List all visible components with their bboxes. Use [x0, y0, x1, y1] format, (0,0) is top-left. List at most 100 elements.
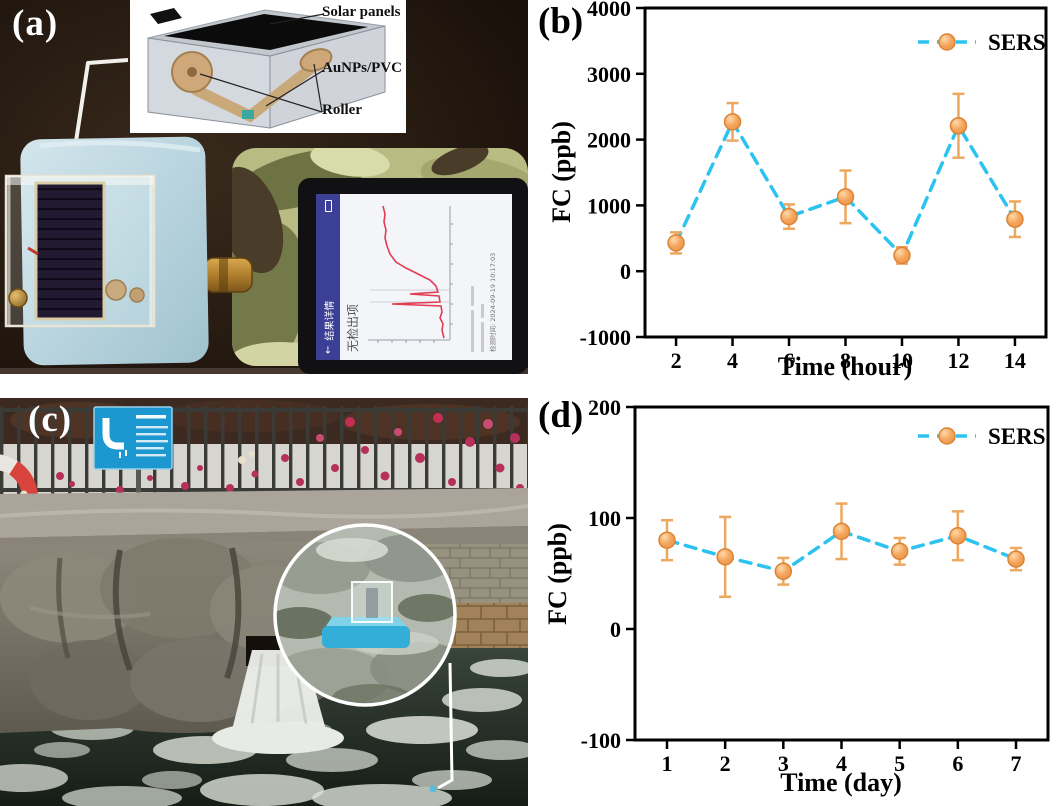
outfall-pipe-icon — [102, 418, 124, 450]
red-wire — [27, 246, 39, 256]
legend-marker — [938, 33, 956, 51]
y-tick-label: 3000 — [587, 62, 631, 87]
data-point — [890, 542, 909, 561]
sensor-acrylic-box — [351, 581, 393, 623]
x-tick-label: 4 — [727, 348, 738, 373]
x-tick-label: 6 — [952, 751, 963, 776]
y-tick-label: 1000 — [587, 193, 631, 218]
x-tick-label: 2 — [720, 751, 731, 776]
legend-label: SERS — [988, 424, 1046, 449]
label-line-roller-1 — [199, 73, 323, 113]
data-point — [716, 548, 734, 566]
phone-status-text: 无检出项 — [346, 303, 360, 352]
inset-label-roller: Roller — [322, 102, 362, 118]
inset-connector-line — [437, 662, 454, 790]
phone-spectrum-chart — [368, 205, 453, 343]
y-tick-label: 2000 — [587, 128, 631, 153]
sensor-panel — [366, 588, 378, 618]
sign-text-bar — [136, 454, 166, 457]
solar-panel — [34, 181, 106, 321]
x-tick-label: 4 — [836, 751, 847, 776]
inset-roller-small — [299, 48, 333, 72]
data-point — [832, 522, 851, 541]
y-tick-label: 100 — [588, 506, 621, 531]
railing-bottom-rail — [0, 488, 528, 492]
curb-highlight — [0, 504, 528, 519]
circle-inset-ring — [273, 523, 457, 707]
x-tick-label: 1 — [661, 751, 672, 776]
phone-result-info: 检测时间: 2024-09-19 10:17:03 — [467, 202, 498, 352]
back-icon[interactable]: ← — [322, 345, 334, 354]
panel-d-label: (d) — [538, 395, 584, 436]
x-tick-label: 12 — [947, 348, 969, 373]
phone-screen: ← 结果详情 无检出项 — [316, 194, 512, 360]
x-tick-label: 6 — [784, 348, 795, 373]
x-tick-label: 8 — [840, 348, 851, 373]
data-point — [949, 117, 968, 135]
inset-connector — [150, 8, 182, 24]
y-tick-label: 0 — [620, 259, 631, 284]
railing-top-rail — [0, 408, 528, 412]
x-tick-label: 2 — [671, 348, 682, 373]
plot-box — [633, 405, 1050, 742]
panel-b: (b) FC (ppb) Time (hour) -1000 0 1000 2000 3… — [530, 0, 1058, 388]
splash-foam — [212, 722, 344, 754]
sign-text-bar — [136, 447, 164, 450]
chart-b-x-axis-title: Time (hour) — [777, 352, 913, 381]
panel-a-label: (a) — [12, 3, 59, 44]
data-point — [949, 527, 967, 545]
brass-bolt — [8, 288, 28, 308]
sign-text-bar — [136, 440, 168, 443]
sign-text-bar — [136, 433, 166, 436]
floating-sensor — [322, 581, 410, 648]
roller-hub — [187, 67, 197, 77]
teal-clip — [242, 110, 254, 119]
phone-ui: ← 结果详情 无检出项 — [316, 194, 512, 360]
data-point — [1007, 550, 1025, 568]
inset-drawing — [147, 8, 386, 129]
y-tick-label: -100 — [581, 728, 621, 753]
phone-nav-bar: ← 结果详情 — [316, 194, 340, 360]
label-line-aunps — [265, 69, 325, 107]
sign-title-bar — [136, 415, 166, 419]
raman-spectrum-line — [382, 205, 445, 339]
chart-d-y-axis-title: FC (ppb) — [543, 523, 572, 625]
water-drops-icon — [119, 450, 127, 458]
panel-a: Solar panels AuNPs/PVC Roller ← 结果详情 无检出… — [0, 0, 528, 374]
y-tick-label: -1000 — [580, 325, 631, 350]
x-tick-label: 5 — [894, 751, 905, 776]
roller-small — [105, 279, 127, 301]
chart-d-plot: -100 0 100 200 1 2 3 4 5 6 7 SERS — [581, 395, 1050, 776]
probe-connector — [203, 257, 253, 293]
panel-c-label: (c) — [28, 399, 73, 440]
panel-b-label: (b) — [538, 1, 584, 42]
phone-timestamp: 检测时间: 2024-09-19 10:17:03 — [488, 252, 497, 352]
legend-marker — [938, 427, 956, 445]
x-tick-label: 10 — [891, 348, 913, 373]
inset-label-aunps-pvc: AuNPs/PVC — [322, 60, 403, 76]
battery-icon — [324, 200, 332, 212]
sign-text-bar — [136, 426, 168, 429]
legend-label: SERS — [988, 30, 1046, 55]
data-point — [836, 188, 855, 206]
table-edge — [0, 368, 528, 374]
x-tick-label: 7 — [1011, 751, 1022, 776]
data-point — [723, 113, 742, 131]
inset-pointer-line — [69, 58, 129, 175]
label-line-solar — [269, 13, 325, 25]
data-point — [893, 246, 911, 265]
sign-board — [93, 406, 173, 470]
roller-small-2 — [129, 287, 145, 303]
acrylic-box — [4, 174, 156, 328]
inset-label-solar-panels: Solar panels — [322, 4, 401, 20]
y-tick-label: 200 — [588, 395, 621, 420]
sensor-location-dot — [429, 785, 437, 793]
y-tick-label: 4000 — [587, 0, 631, 21]
outfall-sign — [93, 406, 173, 524]
data-point — [774, 562, 793, 581]
chart-d-x-axis-title: Time (day) — [780, 768, 902, 797]
phone-nav-title: 结果详情 — [324, 300, 336, 341]
panel-c-scene — [0, 398, 528, 806]
data-point — [1006, 210, 1024, 228]
